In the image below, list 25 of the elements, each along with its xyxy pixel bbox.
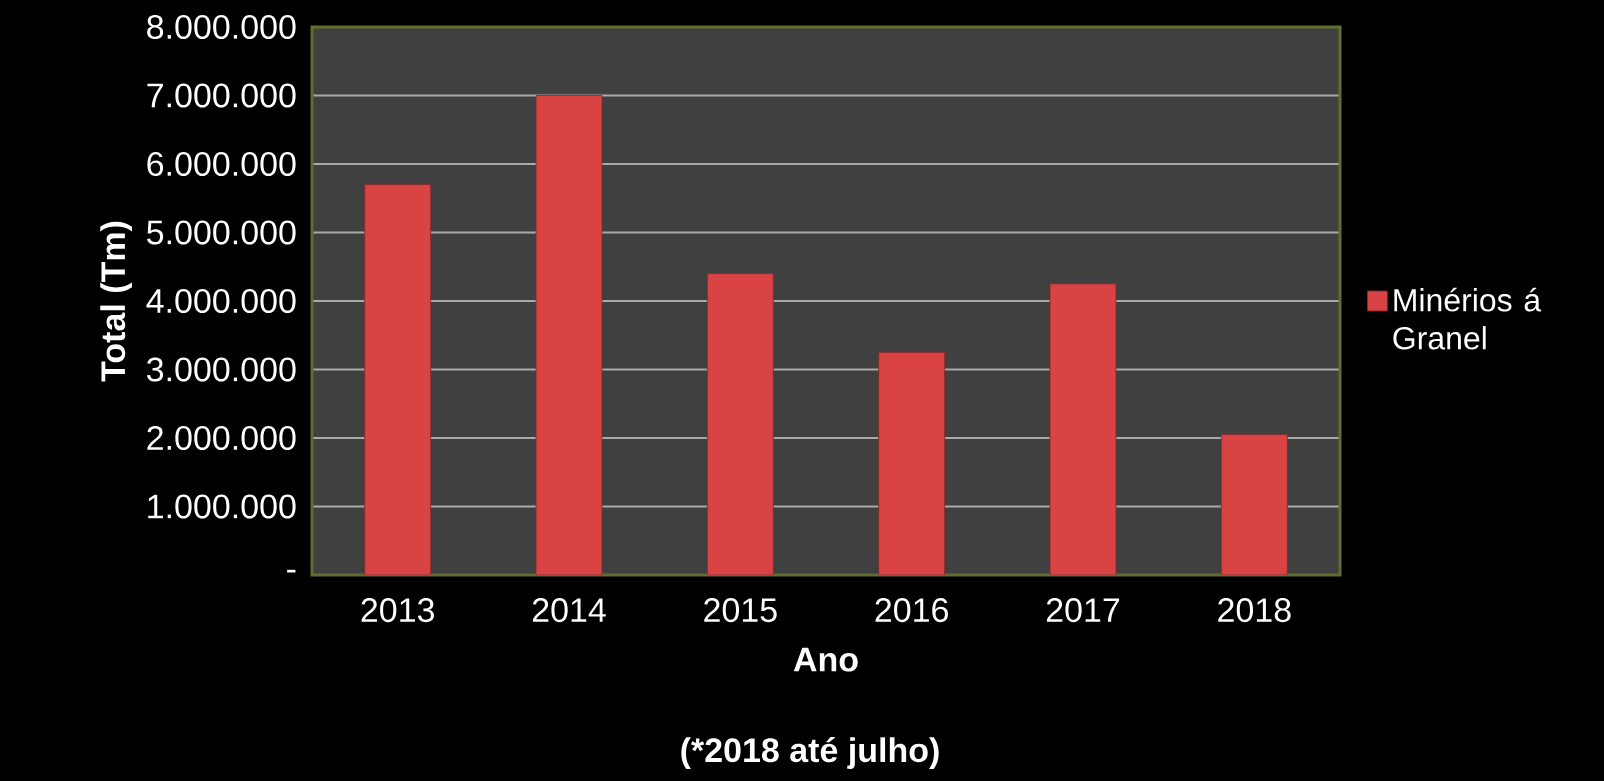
bar: [706, 273, 774, 575]
x-tick-label: 2015: [704, 598, 777, 623]
y-tick-label: 2.000.000: [147, 425, 296, 451]
y-tick-label: 1.000.000: [148, 494, 296, 519]
y-axis-title: Total (Tm): [100, 221, 132, 382]
x-tick-label: 2017: [1046, 598, 1120, 623]
x-tick-label: 2014: [532, 598, 606, 623]
y-tick-label: 8.000.000: [147, 14, 296, 40]
x-tick-label: 2016: [875, 598, 948, 623]
y-tick-label: 4.000.000: [146, 288, 296, 314]
bar: [1220, 434, 1288, 575]
x-axis-title: Ano: [793, 647, 858, 672]
x-tick-label: 2013: [361, 598, 434, 623]
x-tick-label: 2018: [1218, 598, 1291, 623]
bar: [535, 95, 603, 575]
bar: [1049, 283, 1117, 575]
legend-label: Minérios á Granel: [1393, 287, 1542, 350]
bar: [364, 184, 432, 575]
y-tick-label: 6.000.000: [147, 151, 296, 177]
y-tick-label: -: [287, 569, 296, 573]
bar: [878, 351, 946, 575]
y-tick-label: 7.000.000: [147, 83, 296, 108]
y-tick-label: 5.000.000: [147, 220, 296, 245]
text: (*2018 até julho): [681, 737, 939, 769]
y-tick-label: 3.000.000: [146, 357, 296, 382]
